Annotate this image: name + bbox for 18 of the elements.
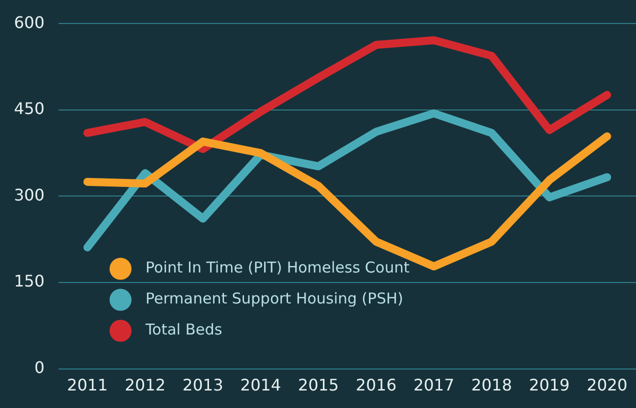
legend-label: Total Beds (144, 320, 222, 339)
x-tick-label: 2016 (356, 376, 396, 395)
x-tick-label: 2017 (414, 376, 454, 395)
legend-label: Permanent Support Housing (PSH) (146, 290, 404, 308)
y-tick-label: 0 (34, 358, 45, 377)
x-tick-label: 2018 (471, 376, 512, 395)
y-tick-label: 600 (14, 12, 45, 32)
x-tick-label: 2011 (67, 376, 108, 395)
y-tick-label: 150 (14, 272, 45, 291)
x-tick-label: 2015 (298, 376, 339, 395)
x-tick-label: 2020 (586, 376, 628, 395)
x-tick-label: 2013 (182, 376, 224, 395)
x-tick-label: 2012 (124, 376, 166, 395)
legend-label: Point In Time (PIT) Homeless Count (146, 258, 410, 277)
y-tick-label: 300 (14, 185, 45, 204)
x-tick-label: 2019 (529, 376, 570, 395)
x-tick-label: 2014 (240, 376, 282, 395)
y-tick-label: 450 (14, 99, 45, 118)
